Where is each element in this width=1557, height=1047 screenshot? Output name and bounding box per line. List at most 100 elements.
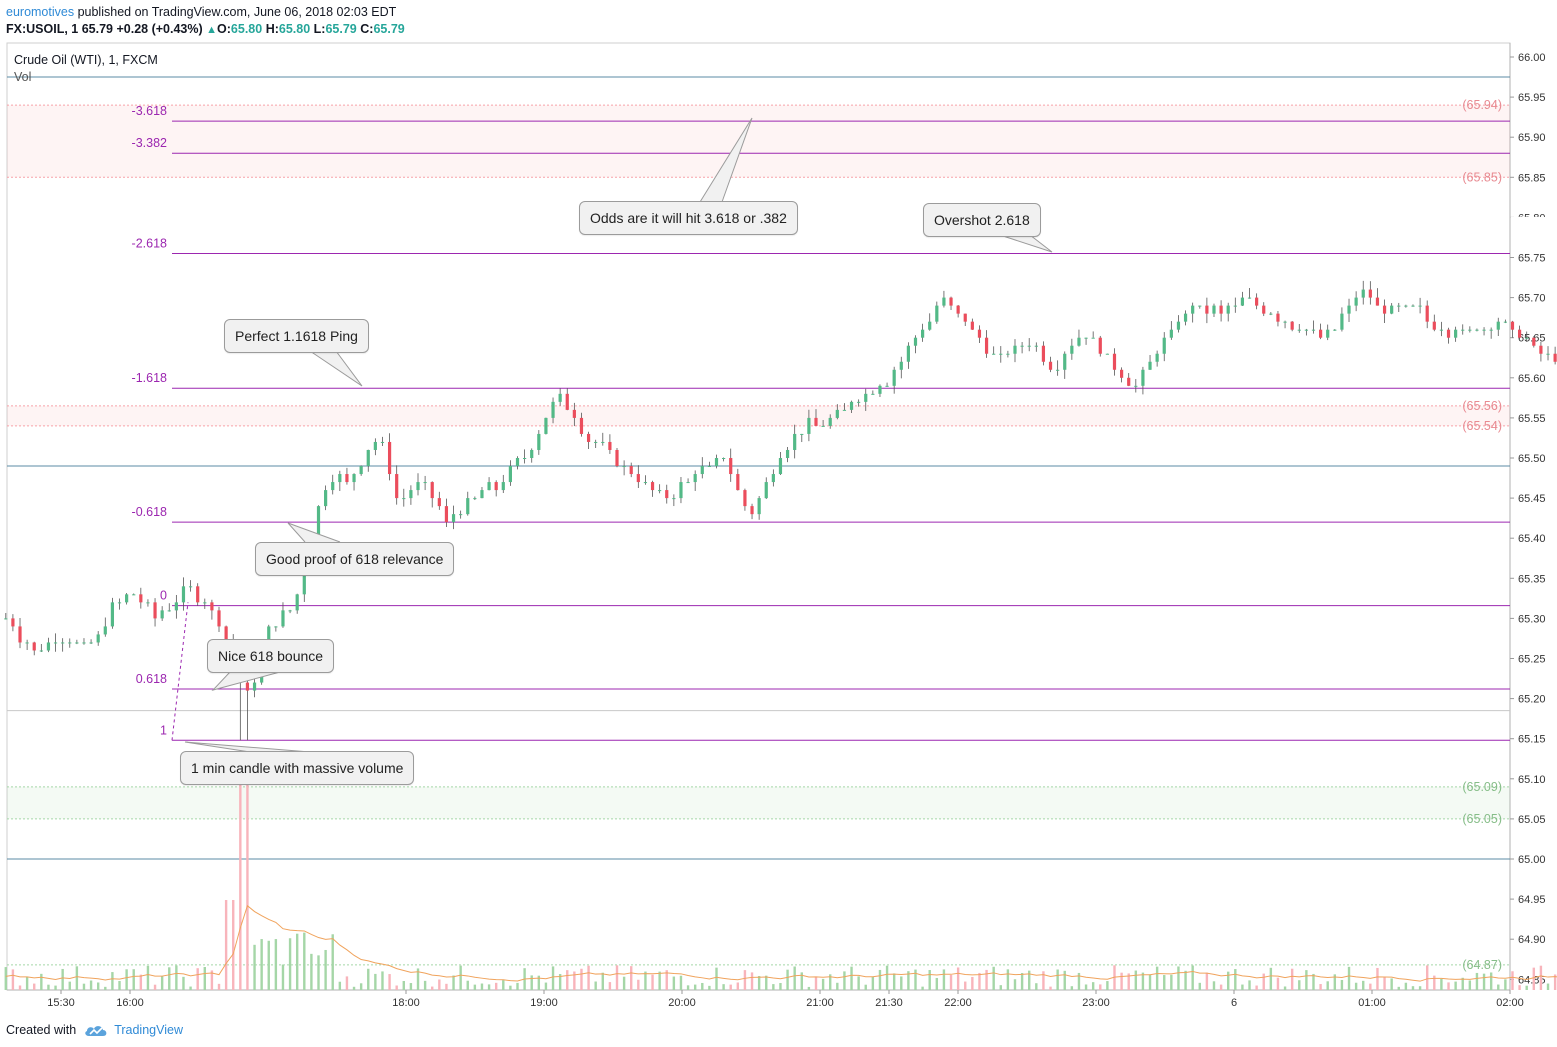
candle-body[interactable] [1212, 305, 1216, 314]
candle-body[interactable] [899, 361, 903, 370]
candle-body[interactable] [451, 514, 456, 523]
candle-body[interactable] [387, 441, 392, 475]
candle-body[interactable] [395, 474, 399, 499]
candle-body[interactable] [430, 482, 434, 499]
candle-body[interactable] [1432, 321, 1436, 330]
candle-body[interactable] [558, 393, 562, 402]
candle-body[interactable] [1525, 337, 1529, 339]
candle-body[interactable] [473, 498, 477, 500]
candle-body[interactable] [1105, 353, 1109, 355]
candle-body[interactable] [103, 626, 107, 635]
candle-body[interactable] [1077, 337, 1081, 346]
candle-body[interactable] [1532, 337, 1536, 346]
candle-body[interactable] [515, 458, 520, 467]
candle-body[interactable] [1027, 345, 1031, 347]
candle-body[interactable] [814, 417, 818, 426]
candle-body[interactable] [508, 466, 512, 483]
candle-body[interactable] [1283, 321, 1287, 323]
candle-body[interactable] [89, 642, 93, 644]
candle-body[interactable] [416, 482, 420, 491]
candle-body[interactable] [1454, 329, 1458, 338]
candle-body[interactable] [167, 610, 171, 612]
candle-body[interactable] [1461, 329, 1465, 331]
candle-body[interactable] [579, 417, 584, 434]
candle-body[interactable] [921, 329, 925, 338]
candle-body[interactable] [324, 490, 328, 507]
candle-body[interactable] [977, 329, 982, 338]
candle-body[interactable] [984, 337, 989, 354]
candle-body[interactable] [928, 321, 932, 330]
candle-body[interactable] [181, 586, 186, 603]
candle-body[interactable] [1347, 305, 1351, 314]
candle-body[interactable] [331, 482, 335, 491]
candle-body[interactable] [1098, 337, 1102, 354]
candle-body[interactable] [807, 417, 811, 434]
candle-body[interactable] [828, 417, 832, 426]
candle-body[interactable] [1475, 329, 1479, 331]
candle-body[interactable] [906, 345, 910, 362]
candle-body[interactable] [935, 305, 939, 322]
candle-body[interactable] [1020, 345, 1024, 347]
candle-body[interactable] [1496, 321, 1500, 330]
candle-body[interactable] [636, 474, 640, 483]
candle-body[interactable] [1141, 369, 1145, 386]
candle-body[interactable] [992, 353, 996, 355]
candle-body[interactable] [160, 610, 164, 619]
candle-body[interactable] [1553, 353, 1557, 362]
candle-body[interactable] [1240, 297, 1245, 306]
candle-body[interactable] [75, 642, 79, 644]
plot-area[interactable] [6, 42, 1511, 991]
candle-body[interactable] [650, 482, 655, 491]
candle-body[interactable] [1290, 321, 1294, 330]
candle-body[interactable] [423, 482, 427, 484]
candle-body[interactable] [1546, 353, 1550, 355]
candle-body[interactable] [686, 482, 690, 484]
candle-body[interactable] [174, 602, 178, 611]
candle-body[interactable] [835, 409, 839, 418]
candle-body[interactable] [437, 498, 441, 507]
candle-body[interactable] [1119, 369, 1124, 378]
candle-body[interactable] [1482, 329, 1486, 331]
candle-body[interactable] [1411, 305, 1415, 307]
candle-body[interactable] [274, 626, 278, 628]
annotation-618-bounce[interactable]: Nice 618 bounce [207, 639, 335, 673]
candle-body[interactable] [125, 594, 129, 603]
candle-body[interactable] [1354, 297, 1358, 306]
candle-body[interactable] [1155, 353, 1159, 362]
candle-body[interactable] [594, 441, 598, 443]
candle-body[interactable] [622, 466, 626, 468]
candle-body[interactable] [601, 441, 605, 443]
candle-body[interactable] [878, 385, 882, 394]
candle-body[interactable] [1091, 337, 1095, 339]
candle-body[interactable] [146, 602, 150, 604]
candle-body[interactable] [1418, 305, 1422, 307]
candle-body[interactable] [288, 610, 292, 612]
candle-body[interactable] [714, 458, 719, 467]
candle-body[interactable] [586, 433, 591, 442]
candle-body[interactable] [1333, 329, 1337, 331]
candle-body[interactable] [480, 490, 484, 499]
candle-body[interactable] [295, 594, 299, 611]
candle-body[interactable] [1048, 361, 1053, 370]
candle-body[interactable] [999, 353, 1003, 355]
candle-body[interactable] [338, 474, 342, 483]
candle-body[interactable] [139, 594, 143, 603]
candle-body[interactable] [1368, 289, 1372, 298]
candle-body[interactable] [1397, 305, 1401, 307]
candle-body[interactable] [1375, 297, 1380, 306]
candle-body[interactable] [1162, 337, 1166, 354]
candle-body[interactable] [1390, 305, 1394, 314]
candle-body[interactable] [117, 602, 122, 604]
candle-body[interactable] [1219, 305, 1223, 314]
candle-body[interactable] [1255, 297, 1259, 306]
candle-body[interactable] [32, 642, 36, 651]
candle-body[interactable] [267, 626, 271, 651]
candle-body[interactable] [551, 401, 555, 418]
annotation-odds[interactable]: Odds are it will hit 3.618 or .382 [579, 201, 798, 235]
candle-body[interactable] [665, 490, 669, 499]
annotation-perfect-ping[interactable]: Perfect 1.1618 Ping [224, 319, 369, 353]
candle-body[interactable] [1404, 305, 1408, 307]
candle-body[interactable] [380, 441, 385, 443]
candle-body[interactable] [544, 417, 548, 434]
